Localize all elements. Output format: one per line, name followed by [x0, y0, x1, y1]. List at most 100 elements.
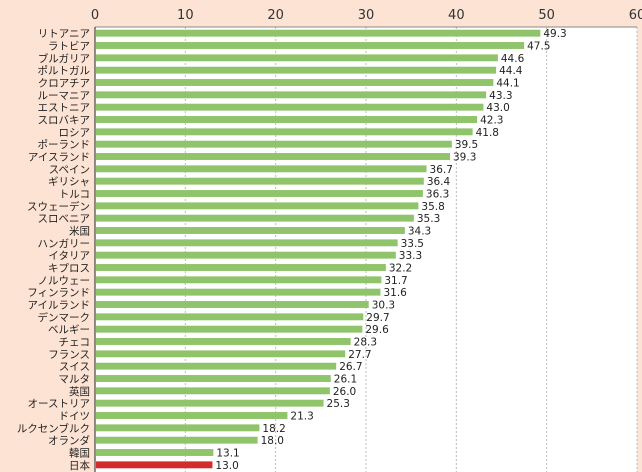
- category-label-15: スロベニア: [38, 213, 91, 225]
- x-tick-label-2: 20: [267, 8, 284, 23]
- value-label-11: 36.7: [430, 164, 453, 176]
- value-label-20: 31.7: [384, 275, 407, 287]
- bar-13: [96, 190, 423, 197]
- bar-30: [96, 399, 324, 407]
- bar-18: [96, 251, 396, 259]
- category-label-14: スウェーデン: [27, 200, 90, 213]
- bar-8: [96, 128, 473, 136]
- category-label-24: ベルギー: [48, 324, 90, 336]
- value-label-24: 29.6: [365, 324, 389, 336]
- bar-4: [96, 79, 494, 86]
- category-label-34: 韓国: [69, 448, 90, 460]
- value-label-26: 27.7: [348, 349, 371, 361]
- category-label-3: ポルトガル: [38, 65, 91, 77]
- category-label-19: キプロス: [48, 263, 90, 275]
- value-label-0: 49.3: [543, 28, 566, 40]
- category-label-30: オーストリア: [28, 398, 90, 410]
- bar-28: [96, 375, 331, 382]
- value-label-2: 44.6: [501, 53, 525, 65]
- value-label-4: 44.1: [496, 78, 519, 90]
- bar-10: [96, 153, 451, 160]
- value-label-33: 18.0: [261, 435, 284, 447]
- value-label-23: 29.7: [366, 312, 389, 324]
- bar-35: [96, 461, 213, 469]
- bar-9: [96, 140, 452, 148]
- value-label-10: 39.3: [453, 152, 476, 164]
- bar-3: [96, 66, 497, 74]
- value-label-27: 26.7: [339, 361, 362, 373]
- category-label-6: エストニア: [38, 102, 91, 114]
- x-tick-label-5: 50: [538, 8, 555, 23]
- value-label-7: 42.3: [480, 115, 503, 127]
- x-tick-label-1: 10: [177, 8, 194, 23]
- category-label-17: ハンガリー: [38, 238, 91, 250]
- category-label-0: リトアニア: [38, 28, 90, 40]
- bar-11: [96, 165, 427, 173]
- category-label-29: 英国: [69, 385, 90, 398]
- value-label-29: 26.0: [333, 386, 356, 398]
- value-label-35: 13.0: [215, 460, 238, 472]
- bar-17: [96, 239, 398, 247]
- value-label-12: 36.4: [427, 176, 451, 188]
- category-label-26: フランス: [48, 349, 90, 361]
- value-label-9: 39.5: [455, 139, 478, 151]
- value-label-22: 30.3: [372, 300, 395, 312]
- bar-16: [96, 227, 405, 234]
- x-tick-label-3: 30: [358, 8, 375, 23]
- category-label-31: ドイツ: [59, 411, 91, 423]
- bar-15: [96, 214, 414, 222]
- bar-33: [96, 436, 258, 444]
- value-label-18: 33.3: [399, 250, 422, 262]
- bar-0: [96, 29, 541, 37]
- category-label-23: デンマーク: [38, 311, 91, 324]
- x-tick-label-4: 40: [448, 8, 465, 23]
- value-label-25: 28.3: [354, 337, 377, 349]
- category-label-21: フィンランド: [27, 287, 90, 299]
- bar-23: [96, 313, 364, 321]
- plot-area: [95, 27, 637, 472]
- category-label-33: オランダ: [48, 434, 90, 447]
- category-label-22: アイルランド: [28, 300, 90, 312]
- bar-26: [96, 350, 346, 358]
- value-label-19: 32.2: [389, 263, 412, 275]
- value-label-13: 36.3: [426, 189, 449, 201]
- bar-2: [96, 54, 498, 62]
- value-label-30: 25.3: [327, 398, 350, 410]
- category-label-18: イタリア: [48, 250, 90, 262]
- category-label-16: 米国: [69, 225, 90, 238]
- category-label-27: スイス: [59, 361, 90, 373]
- value-label-34: 13.1: [216, 448, 239, 460]
- category-label-11: スペイン: [49, 164, 90, 176]
- value-label-3: 44.4: [499, 65, 523, 77]
- bar-1: [96, 42, 525, 49]
- category-label-12: ギリシャ: [48, 176, 90, 188]
- category-label-2: ブルガリア: [38, 52, 90, 65]
- category-label-20: ノルウェー: [38, 275, 91, 287]
- category-label-7: スロバキア: [38, 115, 91, 127]
- category-label-9: ポーランド: [38, 139, 91, 151]
- category-label-1: ラトビア: [48, 41, 90, 53]
- bar-20: [96, 276, 382, 284]
- value-label-14: 35.8: [421, 201, 444, 213]
- value-label-21: 31.6: [383, 287, 407, 299]
- value-label-16: 34.3: [408, 226, 431, 238]
- value-label-32: 18.2: [262, 423, 285, 435]
- value-label-31: 21.3: [290, 411, 313, 423]
- bar-14: [96, 202, 419, 210]
- bar-34: [96, 449, 214, 456]
- x-tick-label-0: 0: [91, 8, 99, 23]
- category-label-25: チェコ: [59, 337, 91, 349]
- bar-19: [96, 264, 386, 271]
- category-label-35: 日本: [69, 459, 90, 472]
- bar-22: [96, 301, 369, 308]
- value-label-28: 26.1: [334, 374, 357, 386]
- category-label-32: ルクセンブルク: [17, 422, 90, 435]
- value-label-5: 43.3: [489, 90, 512, 102]
- value-label-15: 35.3: [417, 213, 440, 225]
- bar-12: [96, 177, 424, 185]
- value-label-8: 41.8: [476, 127, 499, 139]
- category-label-13: トルコ: [59, 189, 90, 201]
- category-label-5: ルーマニア: [38, 90, 91, 102]
